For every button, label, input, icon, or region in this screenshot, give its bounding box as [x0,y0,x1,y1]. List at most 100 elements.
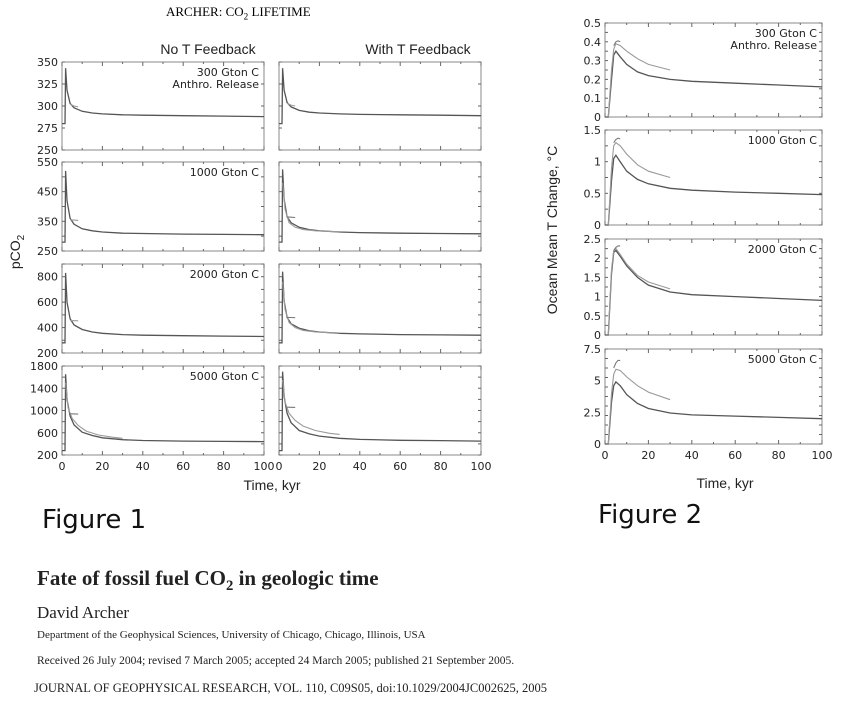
y-tick-label: 0.5 [584,187,602,200]
y-tick-label: 0.1 [584,92,602,105]
figure2-label: Figure 2 [598,500,703,530]
series-line [607,141,671,226]
panel-label: Anthro. Release [172,78,259,91]
y-tick-label: 600 [37,427,58,440]
panel-frame [278,161,482,252]
y-tick-label: 0.5 [584,17,602,30]
y-tick-label: 0.3 [584,55,602,68]
series-line [282,379,340,435]
y-tick-label: 0.5 [584,310,602,323]
x-tick-label: 20 [641,449,655,462]
x-tick-label: 20 [312,460,326,473]
y-tick-label: 350 [37,56,58,69]
paper-journal: JOURNAL OF GEOPHYSICAL RESEARCH, VOL. 11… [34,681,548,695]
series-line [62,170,265,243]
y-tick-label: 600 [37,296,58,309]
y-tick-label: 2.5 [584,406,602,419]
chart-1-panel-2 [278,263,482,354]
y-tick-label: 275 [37,122,58,135]
x-tick-label: 80 [772,449,786,462]
y-tick-label: 325 [37,78,58,91]
chart-1-panel-0 [278,61,482,151]
y-tick-label: 400 [37,322,58,335]
series-line [62,374,265,452]
series-line [279,169,482,243]
panel-label: 5000 Gton C [190,370,260,383]
series-line [287,216,296,219]
panel-label: 300 Gton C [197,66,260,79]
paper-dates: Received 26 July 2004; revised 7 March 2… [37,655,515,667]
x-tick-label: 40 [685,449,699,462]
paper-title: Fate of fossil fuel CO2 in geologic time [37,566,379,595]
y-tick-label: 250 [37,144,58,157]
panel-label: 1000 Gton C [748,134,818,147]
y-tick-label: 450 [37,186,58,199]
x-tick-label: 20 [95,460,109,473]
y-tick-label: 550 [37,156,58,169]
fig1-col-title-no-feedback: No T Feedback [160,41,256,57]
chart-2-panel-1: 0 0.5 1 1.5 1000 Gton C [584,124,823,232]
y-tick-label: 1.5 [584,124,602,137]
y-tick-label: 0.4 [584,36,602,49]
series-line [279,68,482,125]
y-tick-label: 1400 [30,382,58,395]
chart-0-panel-3: 200 600 1000 1400 1800 0 20 40 60 80 100 5000 Gton … [30,360,275,473]
x-tick-label: 0 [59,460,66,473]
panel-label: 1000 Gton C [190,166,260,179]
x-tick-label: 60 [393,460,407,473]
x-tick-label: 40 [136,460,150,473]
y-tick-label: 0.2 [584,73,602,86]
series-line [607,42,671,118]
x-tick-label: 60 [176,460,190,473]
panel-label: 2000 Gton C [190,268,260,281]
header-title: ARCHER: CO2 LIFETIME [166,4,311,22]
y-tick-label: 1 [594,291,601,304]
y-tick-label: 7.5 [584,343,602,356]
chart-1-panel-3: 0 20 40 60 80 100 [276,365,492,473]
panel-label: 300 Gton C [755,27,818,40]
series-line [607,368,671,445]
chart-2-panel-2: 0 0.5 1 1.5 2 2.5 2000 Gton C [584,233,823,342]
series-line [605,154,823,226]
panel-frame [278,365,482,456]
panel-label: 5000 Gton C [748,353,818,366]
series-line [613,245,621,251]
series-line [613,40,621,46]
series-line [282,281,340,334]
y-tick-label: 2 [594,252,601,265]
x-tick-label: 100 [471,460,492,473]
series-line [605,249,823,336]
x-tick-label: 80 [434,460,448,473]
x-tick-label: 80 [217,460,231,473]
x-tick-label: 60 [728,449,742,462]
series-line [279,371,482,452]
y-tick-label: 200 [37,449,58,462]
series-line [279,271,482,344]
fig2-ylabel: Ocean Mean T Change, °C [544,146,560,315]
series-line [65,382,123,439]
x-tick-label: 0 [276,460,283,473]
y-tick-label: 250 [37,245,58,258]
y-tick-label: 2.5 [584,233,602,246]
series-line [286,102,296,107]
series-line [613,137,621,144]
series-line [62,68,265,125]
fig2-xlabel: Time, kyr [696,475,753,491]
chart-2-panel-3: 0 2.5 5 7.5 0 20 40 60 80 100 5000 Gton C [584,343,833,462]
y-tick-label: 1000 [30,405,58,418]
panel-label: Anthro. Release [730,39,817,52]
fig1-ylabel: pCO2 [7,234,27,269]
series-line [607,247,671,336]
paper-affiliation: Department of the Geophysical Sciences, … [37,629,426,641]
series-line [282,182,340,233]
y-tick-label: 1800 [30,360,58,373]
series-line [605,380,823,445]
y-tick-label: 0 [594,219,601,232]
y-tick-label: 800 [37,271,58,284]
series-line [70,219,79,221]
